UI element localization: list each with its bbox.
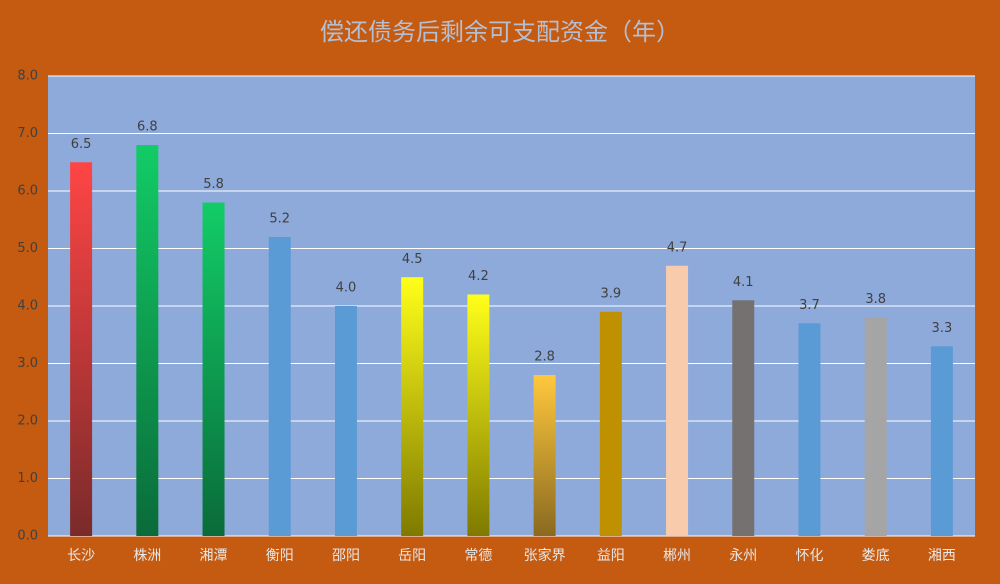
x-tick-label: 长沙 (67, 548, 95, 564)
x-tick-label: 张家界 (524, 547, 566, 564)
data-label: 4.1 (733, 275, 754, 290)
bar (732, 300, 755, 536)
data-label: 4.0 (336, 281, 357, 296)
bar (798, 323, 821, 536)
data-label: 3.9 (600, 286, 621, 301)
bar (401, 277, 424, 536)
x-tick-label: 怀化 (795, 548, 823, 564)
bar (467, 294, 490, 536)
data-label: 5.8 (203, 177, 224, 192)
bar (202, 202, 225, 536)
x-tick-label: 湘西 (928, 548, 956, 564)
y-tick-label: 0.0 (17, 529, 38, 544)
data-label: 6.8 (137, 120, 158, 135)
bar (334, 306, 357, 536)
y-tick-label: 3.0 (17, 356, 38, 371)
data-label: 4.7 (667, 240, 688, 255)
y-tick-label: 2.0 (17, 414, 38, 429)
bar (268, 237, 291, 536)
y-tick-label: 5.0 (17, 241, 38, 256)
x-tick-label: 常德 (464, 548, 492, 564)
x-tick-label: 益阳 (597, 548, 625, 564)
data-label: 4.5 (402, 252, 423, 267)
y-tick-label: 1.0 (17, 471, 38, 486)
bar (533, 375, 556, 536)
data-label: 6.5 (71, 137, 92, 152)
x-tick-label: 永州 (729, 548, 757, 564)
y-tick-label: 4.0 (17, 299, 38, 314)
x-tick-label: 株洲 (133, 548, 161, 564)
y-tick-label: 7.0 (17, 126, 38, 141)
y-tick-label: 8.0 (17, 69, 38, 84)
y-tick-label: 6.0 (17, 184, 38, 199)
x-tick-label: 邵阳 (332, 548, 360, 564)
bar (864, 317, 887, 536)
data-label: 4.2 (468, 269, 489, 284)
x-tick-label: 岳阳 (398, 548, 426, 564)
data-label: 3.7 (799, 298, 820, 313)
bar (70, 162, 93, 536)
bar (599, 311, 622, 536)
bar (666, 265, 689, 536)
data-label: 3.8 (865, 292, 886, 307)
bar (930, 346, 953, 536)
bar (136, 145, 159, 536)
data-label: 2.8 (534, 350, 555, 365)
x-tick-label: 衡阳 (266, 548, 294, 564)
chart-title: 偿还债务后剩余可支配资金（年） (320, 18, 680, 46)
x-tick-label: 郴州 (663, 548, 691, 564)
data-label: 3.3 (932, 321, 953, 336)
x-tick-label: 娄底 (862, 548, 890, 564)
data-label: 5.2 (269, 212, 290, 227)
x-tick-label: 湘潭 (200, 547, 228, 564)
